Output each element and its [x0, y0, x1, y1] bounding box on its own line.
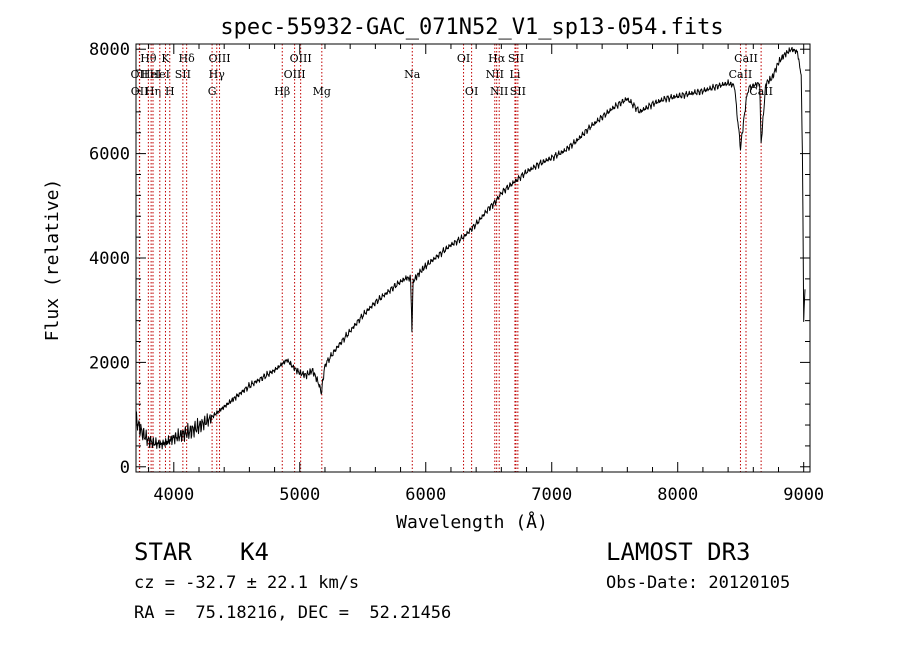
line-marker-label-26: CaII: [729, 68, 753, 81]
line-marker-label-23: Li: [510, 68, 521, 81]
line-marker-label-28: CaII: [749, 85, 773, 98]
spectrum-series: [135, 46, 806, 450]
line-marker-label-24: SII: [508, 52, 524, 65]
coordinates: RA = 75.18216, DEC = 52.21456: [134, 603, 452, 623]
line-marker-label-6: K: [161, 52, 170, 65]
line-marker-label-8: SII: [175, 68, 191, 81]
line-marker-label-3: HeI: [141, 68, 161, 81]
axes: 4000 5000 6000 7000 8000 9000 0 2000 4000 6000 800…: [89, 40, 824, 505]
x-tick-label-4000: 4000: [153, 485, 194, 505]
line-marker-label-10: G: [208, 85, 217, 98]
plot-frame: [135, 43, 811, 473]
x-tick-label-9000: 9000: [783, 485, 824, 505]
line-marker-label-13: Hβ: [274, 85, 290, 98]
object-class: STAR: [134, 538, 192, 566]
line-marker-label-11: Hγ: [209, 68, 226, 81]
x-tick-label-6000: 6000: [405, 485, 446, 505]
line-marker-label-21: Hα: [488, 52, 506, 65]
x-tick-label-7000: 7000: [531, 485, 572, 505]
line-marker-label-7: H: [165, 85, 175, 98]
line-markers: OIIOIIHθHeIHηHeIKHSIIHδGHγOIIIHβOIIIOIII…: [131, 44, 773, 472]
redshift-cz: cz = -32.7 ± 22.1 km/s: [134, 573, 360, 593]
line-marker-label-2: Hθ: [140, 52, 157, 65]
chart-title: spec-55932-GAC_071N52_V1_sp13-054.fits: [220, 15, 723, 40]
line-marker-label-14: OIII: [284, 68, 306, 81]
line-marker-label-9: Hδ: [179, 52, 196, 65]
line-marker-label-17: Na: [404, 68, 421, 81]
spectrum-line: [135, 46, 806, 450]
y-tick-label-2000: 2000: [89, 353, 130, 373]
y-tick-label-4000: 4000: [89, 249, 130, 269]
x-tick-label-5000: 5000: [279, 485, 320, 505]
line-marker-label-22: NII: [490, 85, 508, 98]
line-marker-label-20: NII: [486, 68, 504, 81]
line-marker-label-16: Mg: [313, 85, 331, 98]
line-marker-label-18: OI: [457, 52, 470, 65]
line-marker-label-1: OII: [131, 85, 149, 98]
line-marker-label-5: HeI: [150, 68, 170, 81]
y-tick-label-8000: 8000: [89, 40, 130, 60]
line-marker-label-0: OII: [131, 68, 149, 81]
object-subclass: K4: [240, 538, 269, 566]
line-marker-label-27: CaII: [734, 52, 758, 65]
observation-date: Obs-Date: 20120105: [606, 573, 791, 593]
line-marker-label-19: OI: [465, 85, 478, 98]
y-tick-label-0: 0: [120, 458, 130, 478]
line-marker-label-4: Hη: [145, 85, 161, 98]
line-marker-label-12: OIII: [208, 52, 230, 65]
x-axis-label: Wavelength (Å): [396, 511, 548, 533]
survey-name: LAMOST DR3: [606, 538, 751, 566]
line-marker-label-25: SII: [510, 85, 526, 98]
y-axis-label: Flux (relative): [42, 179, 63, 342]
line-marker-label-15: OIII: [290, 52, 312, 65]
y-tick-label-6000: 6000: [89, 145, 130, 165]
x-tick-label-8000: 8000: [657, 485, 698, 505]
